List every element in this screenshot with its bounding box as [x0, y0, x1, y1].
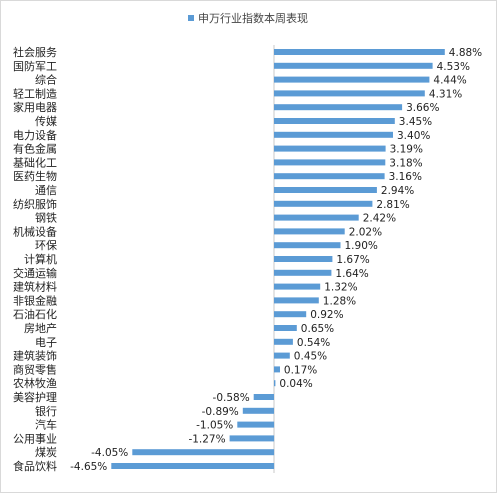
- bar: [274, 256, 333, 262]
- value-label: 1.28%: [323, 295, 356, 307]
- bar: [274, 159, 386, 166]
- bar: [274, 228, 345, 235]
- category-label: 美容护理: [13, 390, 57, 404]
- bar: [274, 269, 332, 276]
- bar: [274, 200, 373, 207]
- category-label: 轻工制造: [13, 86, 57, 100]
- legend-label: 申万行业指数本周表现: [198, 11, 308, 25]
- category-label: 综合: [35, 73, 57, 87]
- value-label: 1.67%: [336, 254, 369, 266]
- value-label: 2.42%: [363, 213, 396, 225]
- value-label: 4.31%: [429, 88, 462, 100]
- category-label: 建筑材料: [13, 280, 57, 294]
- bar: [274, 90, 425, 97]
- value-label: 3.45%: [399, 116, 432, 128]
- category-label: 电力设备: [13, 128, 57, 142]
- bar: [242, 407, 274, 414]
- bar: [274, 173, 385, 180]
- value-label: 1.64%: [335, 268, 368, 280]
- bar: [274, 62, 433, 69]
- value-label: 3.16%: [389, 171, 422, 183]
- value-label: -0.89%: [202, 406, 239, 418]
- category-label: 钢铁: [35, 212, 57, 225]
- category-label: 建筑装饰: [13, 349, 57, 363]
- value-label: 4.88%: [449, 47, 482, 59]
- category-label: 纺织服饰: [13, 197, 57, 211]
- category-label: 非银金融: [13, 293, 57, 307]
- category-label: 食品饮料: [13, 459, 57, 473]
- value-label: 3.18%: [389, 157, 422, 169]
- value-label: -4.05%: [91, 447, 128, 459]
- bar: [274, 352, 290, 359]
- bar: [237, 421, 275, 428]
- category-label: 家用电器: [13, 100, 57, 114]
- value-label: 0.45%: [294, 351, 327, 363]
- category-label: 商贸零售: [13, 362, 57, 376]
- bar: [274, 49, 445, 55]
- value-label: -1.27%: [188, 433, 225, 445]
- value-label: 4.44%: [433, 75, 466, 87]
- category-label: 通信: [35, 184, 57, 197]
- category-label: 机械设备: [13, 224, 57, 238]
- bar: [274, 214, 359, 221]
- bar: [274, 283, 321, 290]
- value-label: 3.66%: [406, 102, 439, 114]
- value-label: -4.65%: [70, 461, 107, 473]
- bar: [274, 325, 297, 331]
- value-label: 0.65%: [301, 323, 334, 335]
- value-label: 0.54%: [297, 337, 330, 349]
- legend-swatch: [188, 15, 194, 21]
- category-label: 汽车: [35, 418, 57, 432]
- bar: [274, 297, 319, 304]
- value-label: 0.04%: [279, 378, 312, 390]
- category-label: 交通运输: [13, 266, 57, 280]
- category-label: 传媒: [35, 115, 57, 128]
- category-label: 银行: [35, 404, 57, 418]
- category-label: 社会服务: [13, 45, 57, 59]
- category-label: 煤炭: [35, 446, 57, 459]
- category-label: 电子: [35, 336, 57, 349]
- bar: [229, 435, 275, 442]
- legend: 申万行业指数本周表现: [188, 11, 308, 25]
- category-label: 环保: [35, 238, 57, 252]
- bar: [274, 187, 377, 193]
- value-label: 0.17%: [284, 364, 317, 376]
- bar: [274, 145, 386, 152]
- value-label: 4.53%: [437, 61, 470, 73]
- bar: [253, 394, 274, 400]
- bar: [274, 338, 293, 345]
- category-label: 公用事业: [13, 432, 57, 445]
- bar: [274, 242, 341, 249]
- bar: [274, 311, 307, 318]
- bar: [274, 118, 395, 124]
- value-label: -0.58%: [213, 392, 250, 404]
- category-label: 医药生物: [13, 169, 57, 183]
- bar: [274, 366, 280, 373]
- bar: [111, 463, 275, 469]
- bar: [274, 131, 393, 138]
- category-label: 基础化工: [13, 155, 57, 169]
- value-label: -1.05%: [196, 420, 233, 432]
- value-label: 3.40%: [397, 130, 430, 142]
- value-label: 2.81%: [376, 199, 409, 211]
- category-label: 有色金属: [13, 142, 57, 156]
- plot-area: 社会服务 4.88% 国防军工 4.53% 综合 4.44% 轻工制造 4.31% 家用电器 3.…: [13, 45, 482, 473]
- bar: [274, 380, 276, 387]
- bar: [274, 76, 430, 83]
- value-label: 1.32%: [324, 282, 357, 294]
- category-label: 计算机: [24, 252, 57, 266]
- category-label: 房地产: [24, 321, 57, 335]
- category-label: 国防军工: [13, 59, 57, 73]
- category-label: 石油石化: [13, 307, 57, 321]
- bar: [132, 449, 275, 456]
- value-label: 1.90%: [345, 240, 378, 252]
- value-label: 2.02%: [349, 226, 382, 238]
- value-label: 2.94%: [381, 185, 414, 197]
- value-label: 3.19%: [390, 144, 423, 156]
- value-label: 0.92%: [310, 309, 343, 321]
- category-label: 农林牧渔: [13, 376, 57, 390]
- bar: [274, 104, 403, 111]
